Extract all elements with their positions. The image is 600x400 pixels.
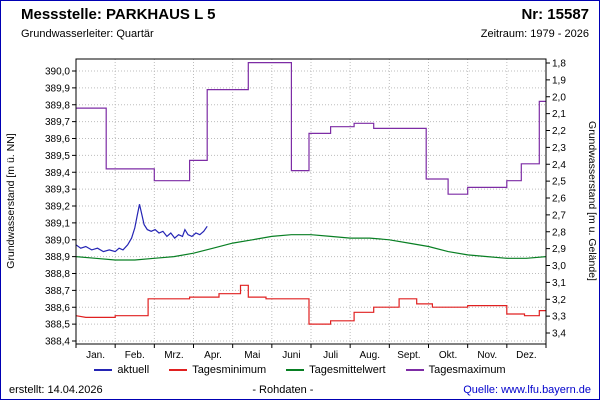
legend-label-tagesmaximum: Tagesmaximum: [428, 364, 506, 376]
legend-swatch-tagesminimum: [169, 369, 188, 371]
series-tagesminimum: [75, 284, 546, 325]
y-right-tick-label: 2,1: [552, 109, 566, 120]
series-tagesmaximum: [76, 61, 546, 195]
period-label: Zeitraum: 1979 - 2026: [480, 28, 589, 40]
created-date: erstellt: 14.04.2026: [9, 384, 103, 396]
footer: erstellt: 14.04.2026 - Rohdaten - Quelle…: [1, 384, 599, 396]
y-right-tick-label: 2,2: [552, 126, 566, 137]
legend-label-tagesminimum: Tagesminimum: [192, 364, 267, 376]
x-tick-label: Okt.: [439, 350, 457, 361]
y-left-tick-label: 389,1: [45, 218, 70, 229]
y-left-tick-label: 388,7: [45, 286, 70, 297]
y-left-tick-label: 390,0: [45, 67, 70, 78]
legend-swatch-tagesmittelwert: [286, 369, 305, 371]
y-left-tick-label: 388,5: [45, 320, 70, 331]
rohdaten-label: - Rohdaten -: [252, 384, 314, 396]
y-left-tick-label: 389,5: [45, 151, 70, 162]
legend-swatch-tagesmaximum: [405, 369, 424, 371]
y-left-tick-label: 389,7: [45, 117, 70, 128]
y-right-tick-label: 3,0: [552, 261, 566, 272]
y-right-tick-label: 1,8: [552, 59, 566, 70]
y-left-tick-label: 389,4: [45, 168, 70, 179]
y-left-tick-label: 389,9: [45, 83, 70, 94]
x-tick-label: Juli: [323, 350, 338, 361]
legend-label-aktuell: aktuell: [117, 364, 150, 376]
x-tick-label: Nov.: [477, 350, 497, 361]
y-right-axis-title: Grundwasserstand [m u. Gelände]: [586, 121, 598, 281]
x-tick-label: Aug.: [359, 350, 380, 361]
x-tick-label: Juni: [282, 350, 300, 361]
y-right-tick-label: 2,0: [552, 92, 566, 103]
source-link[interactable]: Quelle: www.lfu.bayern.de: [463, 384, 591, 396]
y-left-axis-title: Grundwasserstand [m ü. NN]: [5, 133, 17, 268]
legend: aktuell Tagesminimum Tagesmittelwert Tag…: [1, 364, 599, 376]
y-left-tick-label: 389,2: [45, 202, 70, 213]
y-right-tick-label: 3,2: [552, 295, 566, 306]
x-tick-label: Dez.: [516, 350, 537, 361]
y-right-tick-label: 3,1: [552, 278, 566, 289]
legend-swatch-aktuell: [94, 369, 113, 371]
y-left-tick-label: 389,0: [45, 235, 70, 246]
y-right-tick-label: 2,7: [552, 210, 566, 221]
y-right-tick-label: 2,5: [552, 177, 566, 188]
y-left-tick-label: 388,6: [45, 303, 70, 314]
x-tick-label: Apr.: [204, 350, 222, 361]
x-tick-label: Jan.: [86, 350, 105, 361]
y-left-tick-label: 388,4: [45, 337, 70, 348]
legend-item-aktuell: aktuell: [94, 364, 149, 376]
x-tick-label: Sept.: [397, 350, 420, 361]
legend-item-tagesminimum: Tagesminimum: [169, 364, 266, 376]
y-right-tick-label: 2,4: [552, 160, 566, 171]
station-number: Nr: 15587: [521, 6, 589, 23]
y-right-tick-label: 2,6: [552, 194, 566, 205]
y-right-tick-label: 2,3: [552, 143, 566, 154]
y-left-tick-label: 389,3: [45, 185, 70, 196]
y-right-tick-label: 2,9: [552, 244, 566, 255]
x-tick-label: Mai: [244, 350, 260, 361]
y-left-tick-label: 389,6: [45, 134, 70, 145]
y-left-tick-label: 388,8: [45, 269, 70, 280]
page-title: Messstelle: PARKHAUS L 5: [21, 6, 216, 23]
legend-label-tagesmittelwert: Tagesmittelwert: [309, 364, 386, 376]
x-tick-label: Feb.: [125, 350, 145, 361]
series-aktuell: [75, 204, 208, 253]
y-left-tick-label: 389,8: [45, 100, 70, 111]
x-tick-label: Mrz.: [164, 350, 183, 361]
y-right-tick-label: 1,9: [552, 75, 566, 86]
y-right-tick-label: 2,8: [552, 227, 566, 238]
aquifer-label: Grundwasserleiter: Quartär: [21, 28, 154, 40]
series-tagesmittelwert: [75, 234, 547, 261]
legend-item-tagesmittelwert: Tagesmittelwert: [286, 364, 386, 376]
y-left-tick-label: 388,9: [45, 252, 70, 263]
y-right-tick-label: 3,3: [552, 312, 566, 323]
y-right-tick-label: 3,4: [552, 329, 566, 340]
legend-item-tagesmaximum: Tagesmaximum: [405, 364, 506, 376]
